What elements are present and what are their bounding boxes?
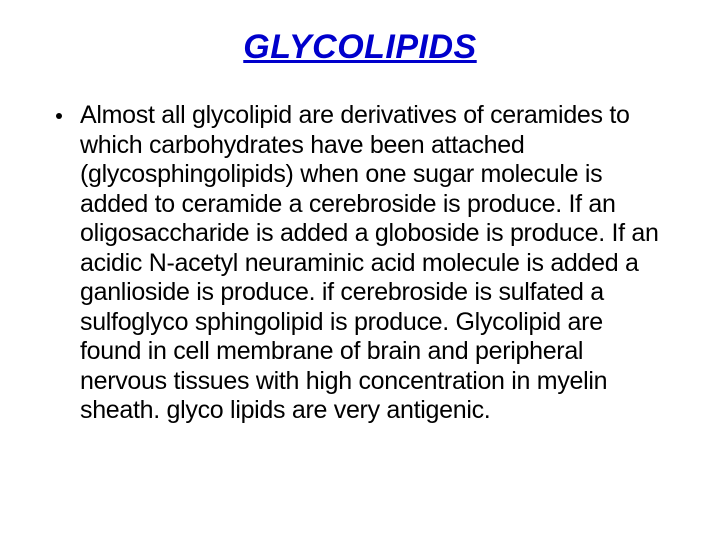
bullet-marker xyxy=(56,113,62,119)
bullet-item: Almost all glycolipid are derivatives of… xyxy=(50,101,670,426)
slide-title: GLYCOLIPIDS xyxy=(50,28,670,67)
slide-body-text: Almost all glycolipid are derivatives of… xyxy=(80,101,670,426)
